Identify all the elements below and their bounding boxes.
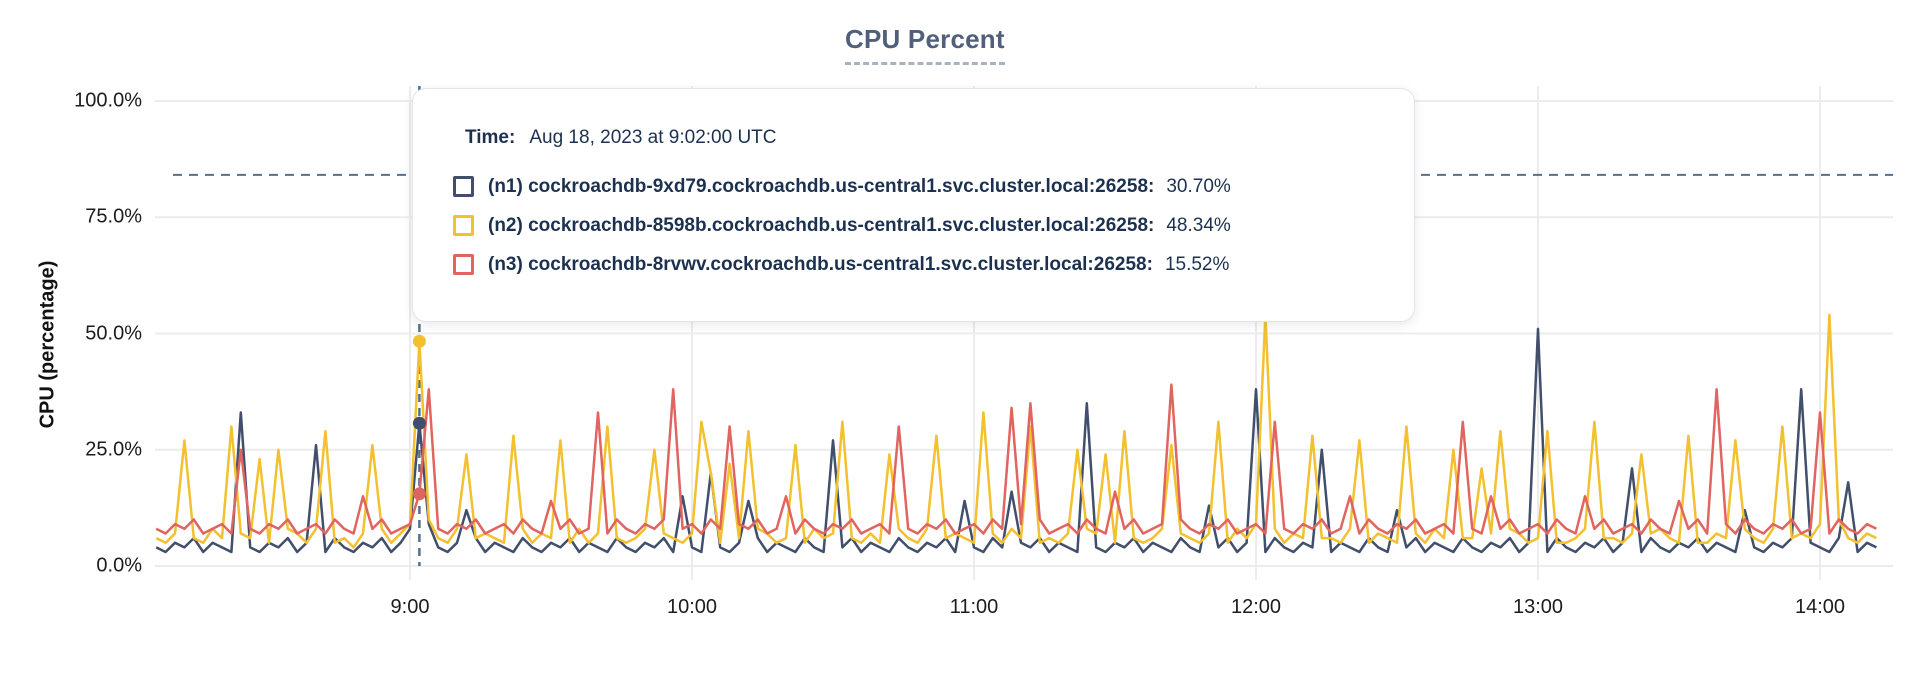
x-axis-tick-label: 10:00 — [666, 596, 718, 618]
series-n1-value: 30.70% — [1166, 175, 1231, 197]
tooltip-time-label: Time: — [465, 127, 516, 148]
series-line-n3 — [155, 383, 1877, 535]
x-axis-tick-label: 12:00 — [1230, 596, 1282, 618]
hover-point-n2 — [412, 334, 426, 348]
series-n3-label: (n3) cockroachdb-8rvwv.cockroachdb.us-ce… — [488, 253, 1153, 275]
x-axis-tick-label: 13:00 — [1512, 596, 1564, 618]
y-axis-tick-label: 100.0% — [74, 89, 142, 112]
y-axis-tick-label: 75.0% — [85, 205, 142, 228]
tooltip-series-row: (n3) cockroachdb-8rvwv.cockroachdb.us-ce… — [453, 245, 1374, 284]
series-line-n2 — [155, 313, 1877, 549]
series-n2-label: (n2) cockroachdb-8598b.cockroachdb.us-ce… — [488, 214, 1155, 236]
tooltip-time-row: Time: Aug 18, 2023 at 9:02:00 UTC — [465, 127, 1374, 149]
hover-tooltip: Time: Aug 18, 2023 at 9:02:00 UTC (n1) co… — [412, 88, 1415, 322]
x-axis-tick-label: 14:00 — [1794, 596, 1846, 618]
series-n3-swatch-icon — [453, 254, 474, 275]
hover-point-n1 — [412, 416, 426, 430]
tooltip-series-row: (n2) cockroachdb-8598b.cockroachdb.us-ce… — [453, 206, 1374, 245]
hover-point-n3 — [412, 487, 426, 501]
chart-title: CPU Percent — [845, 24, 1005, 65]
series-n2-swatch-icon — [453, 215, 474, 236]
series-n1-label: (n1) cockroachdb-9xd79.cockroachdb.us-ce… — [488, 175, 1155, 197]
y-axis-tick-label: 25.0% — [85, 438, 142, 461]
series-n2-value: 48.34% — [1166, 214, 1231, 236]
y-axis-tick-label: 0.0% — [96, 554, 142, 577]
series-n3-value: 15.52% — [1164, 253, 1230, 275]
series-n1-swatch-icon — [453, 176, 474, 197]
x-axis-tick-label: 9:00 — [390, 596, 430, 618]
series-line-n1 — [155, 327, 1877, 554]
x-axis-tick-label: 11:00 — [949, 596, 999, 618]
tooltip-series-row: (n1) cockroachdb-9xd79.cockroachdb.us-ce… — [453, 167, 1374, 206]
y-axis-tick-label: 50.0% — [85, 322, 142, 344]
tooltip-time-value: Aug 18, 2023 at 9:02:00 UTC — [529, 127, 777, 148]
